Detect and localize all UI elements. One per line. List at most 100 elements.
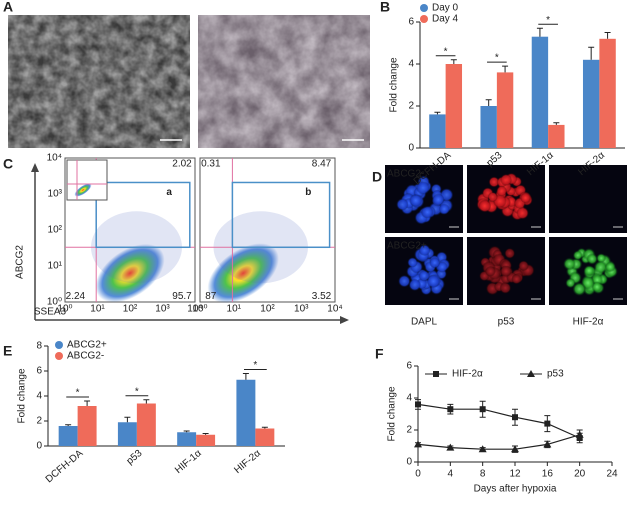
legend-label: Day 4 [432,14,459,25]
legend-swatch [420,4,428,12]
quadrant-value: 2.02 [172,158,192,169]
error-bar [65,424,72,426]
marker [543,440,552,448]
marker [446,443,455,451]
error-bar [242,373,249,380]
cell [496,185,508,197]
error-bar [202,433,209,435]
flow-x-tick: 10³ [155,304,170,315]
cell [478,199,492,213]
cell [604,261,616,273]
bar [445,64,463,148]
marker [478,445,487,453]
cell [583,265,595,277]
bar [177,432,197,446]
flow-x-tick: 10⁴ [187,304,202,315]
bar [77,406,97,446]
marker [479,406,486,413]
cell [407,257,418,268]
gate [95,181,191,249]
significance: * [135,386,139,397]
legend-swatch [420,15,428,23]
bar [531,36,549,149]
cell [416,180,430,195]
marker [544,420,551,427]
error-bar [183,430,190,433]
y-tick-label: 4 [406,393,412,404]
error-bar [434,111,441,115]
line-series [417,403,580,439]
cell [396,198,409,211]
flow-x-tick: 10⁰ [57,304,72,315]
x-tick-label: 12 [509,469,521,480]
x-tick-label: 16 [542,469,554,480]
marker [414,440,422,448]
error-bar [450,59,457,64]
column-label: DAPL [411,317,438,328]
cell [485,265,496,277]
legend-label: HIF-2α [452,369,483,380]
bar [599,38,616,148]
cell [418,270,430,282]
arrow-head [31,163,39,172]
x-axis-label: Days after hypoxia [474,484,557,495]
flow-x-tick: 10¹ [227,304,242,315]
row-label: ABCG2- [387,169,424,180]
error-bar [84,400,91,406]
y-tick-label: 0 [406,457,412,468]
legend-label: Day 0 [432,3,459,14]
density-cloud [95,243,165,303]
fluorescence-image [549,165,627,233]
legend-label: ABCG2- [67,351,104,362]
cell [518,260,529,272]
arrow-head [340,316,349,324]
bar [196,434,216,446]
error-bar [485,99,492,106]
y-tick-label: 8 [36,341,42,352]
marker [415,401,421,408]
cell [499,282,512,294]
flow-x-tick: 10⁴ [327,304,342,315]
y-tick-label: 0 [408,143,414,154]
error-bar [143,399,150,404]
error-bar [124,416,131,423]
legend-swatch [55,352,63,360]
x-tick-label: 0 [415,469,421,480]
cell [516,206,529,220]
error-bar [588,46,595,60]
cell [420,205,434,219]
gate [231,181,331,249]
legend-swatch [55,341,63,349]
cell [438,203,450,215]
x-tick-label: HIF-2α [232,448,263,476]
bar [548,124,565,148]
significance: * [495,53,499,64]
gate-label: a [166,187,172,198]
x-tick-label: p53 [125,448,145,467]
quadrant-value: 8.47 [312,158,332,169]
flow-x-tick: 10¹ [90,304,105,315]
y-axis-label: Fold change [17,368,28,423]
marker [575,430,584,438]
flow-x-tick: 10⁰ [192,304,207,315]
y-tick-label: 4 [36,391,42,402]
bar [236,379,256,446]
error-bar [553,122,560,125]
cell [426,274,441,289]
cell [500,265,512,278]
marker [447,406,454,413]
cell [520,192,531,204]
marker [511,445,519,453]
error-bar [604,32,611,39]
significance: * [253,360,257,371]
y-tick-label: 6 [406,361,412,372]
y-tick-label: 2 [36,416,42,427]
bar [136,403,156,446]
x-tick-label: HIF-1α [173,448,204,476]
bar [480,106,497,148]
error-bar [536,27,543,37]
cell [488,176,500,188]
cell [504,247,516,259]
y-tick-label: 6 [36,366,42,377]
cell [487,191,498,202]
